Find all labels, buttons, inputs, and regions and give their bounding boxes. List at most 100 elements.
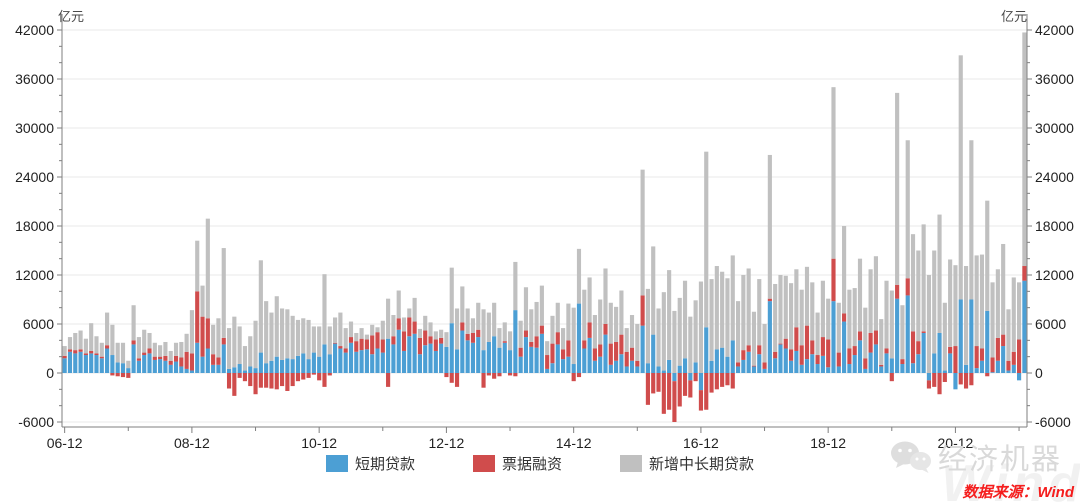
bar-segment	[274, 296, 279, 357]
legend-swatch	[325, 455, 348, 472]
bar-segment	[258, 260, 263, 353]
bar-segment	[258, 373, 263, 388]
bar-segment	[417, 337, 422, 355]
bar-segment	[778, 344, 783, 373]
bar-segment	[264, 301, 269, 364]
bar-segment	[136, 337, 141, 359]
bar-segment	[720, 271, 725, 348]
bar-segment	[507, 373, 513, 376]
bar-segment	[126, 368, 131, 373]
bar-segment	[592, 315, 597, 349]
bar-segment	[327, 373, 332, 376]
bar-segment	[465, 340, 470, 373]
bar-segment	[682, 280, 688, 359]
bar-segment	[147, 348, 152, 354]
y-tick-label: -6000	[18, 414, 54, 430]
x-tick-label: 12-12	[429, 435, 465, 450]
bar-segment	[301, 318, 306, 354]
bar-segment	[820, 355, 825, 373]
bar-segment	[78, 349, 83, 352]
bar-segment	[364, 334, 369, 340]
bar-segment	[94, 355, 99, 373]
bar-segment	[253, 373, 258, 395]
bar-segment	[417, 354, 422, 373]
bar-segment	[550, 363, 555, 373]
bar-segment	[523, 337, 529, 373]
bar-segment	[942, 302, 947, 371]
bar-segment	[396, 329, 401, 373]
bar-segment	[1022, 266, 1027, 281]
bar-segment	[295, 373, 301, 382]
bar-segment	[131, 340, 136, 345]
y-tick-label: 24000	[1035, 169, 1074, 185]
bar-segment	[555, 344, 560, 373]
bar-segment	[311, 373, 316, 375]
bar-segment	[1011, 364, 1016, 373]
bar-segment	[603, 334, 608, 373]
bar-segment	[948, 259, 953, 347]
bar-segment	[205, 218, 210, 319]
bar-segment	[348, 337, 354, 343]
bar-segment	[110, 324, 115, 356]
bar-segment	[757, 345, 762, 355]
bar-segment	[794, 327, 799, 351]
bar-segment	[905, 140, 910, 279]
bar-segment	[598, 356, 603, 373]
legend-label: 短期贷款	[354, 456, 415, 473]
bar-segment	[635, 366, 640, 373]
bar-segment	[486, 373, 491, 376]
bar-segment	[640, 295, 645, 326]
bar-segment	[857, 340, 863, 373]
bar-segment	[518, 347, 523, 357]
bar-segment	[73, 350, 78, 354]
bar-segment	[958, 55, 963, 300]
bar-segment	[120, 342, 126, 364]
bar-segment	[624, 366, 629, 373]
bar-segment	[62, 358, 67, 373]
legend: 短期贷款 票据融资 新增中长期贷款	[0, 453, 1080, 474]
bar-segment	[460, 322, 465, 331]
bar-segment	[746, 345, 751, 352]
bar-segment	[534, 347, 539, 373]
bar-segment	[396, 318, 401, 330]
bar-segment	[476, 329, 481, 338]
bar-segment	[720, 373, 725, 387]
bar-segment	[370, 354, 375, 373]
bar-segment	[502, 341, 507, 343]
bar-segment	[730, 340, 735, 373]
legend-item: 票据融资	[472, 453, 562, 474]
bar-segment	[163, 341, 168, 356]
bar-segment	[921, 332, 926, 373]
bar-segment	[640, 169, 645, 296]
x-tick-label: 06-12	[47, 435, 83, 450]
bar-segment	[656, 308, 661, 367]
bar-segment	[179, 357, 184, 367]
bar-segment	[264, 363, 269, 373]
bar-segment	[460, 330, 465, 373]
bar-segment	[317, 326, 322, 357]
bar-segment	[470, 332, 476, 343]
bar-segment	[735, 362, 741, 367]
bar-segment	[974, 255, 979, 347]
bar-segment	[333, 342, 338, 344]
bar-segment	[486, 341, 491, 373]
bar-segment	[290, 373, 295, 387]
bar-segment	[879, 364, 884, 367]
bar-segment	[730, 255, 735, 341]
bar-segment	[900, 305, 905, 360]
bar-segment	[507, 350, 513, 373]
bar-segment	[773, 283, 778, 352]
bar-segment	[226, 368, 232, 373]
bar-segment	[995, 337, 1000, 361]
bar-segment	[582, 289, 587, 341]
bar-segment	[667, 270, 672, 360]
bar-segment	[603, 268, 608, 324]
bar-segment	[847, 289, 852, 349]
bar-segment	[698, 281, 704, 373]
bar-segment	[67, 337, 73, 350]
bar-segment	[492, 373, 497, 379]
bar-segment	[539, 325, 544, 334]
bar-segment	[221, 344, 226, 373]
bar-segment	[704, 373, 709, 410]
bar-segment	[513, 310, 518, 373]
